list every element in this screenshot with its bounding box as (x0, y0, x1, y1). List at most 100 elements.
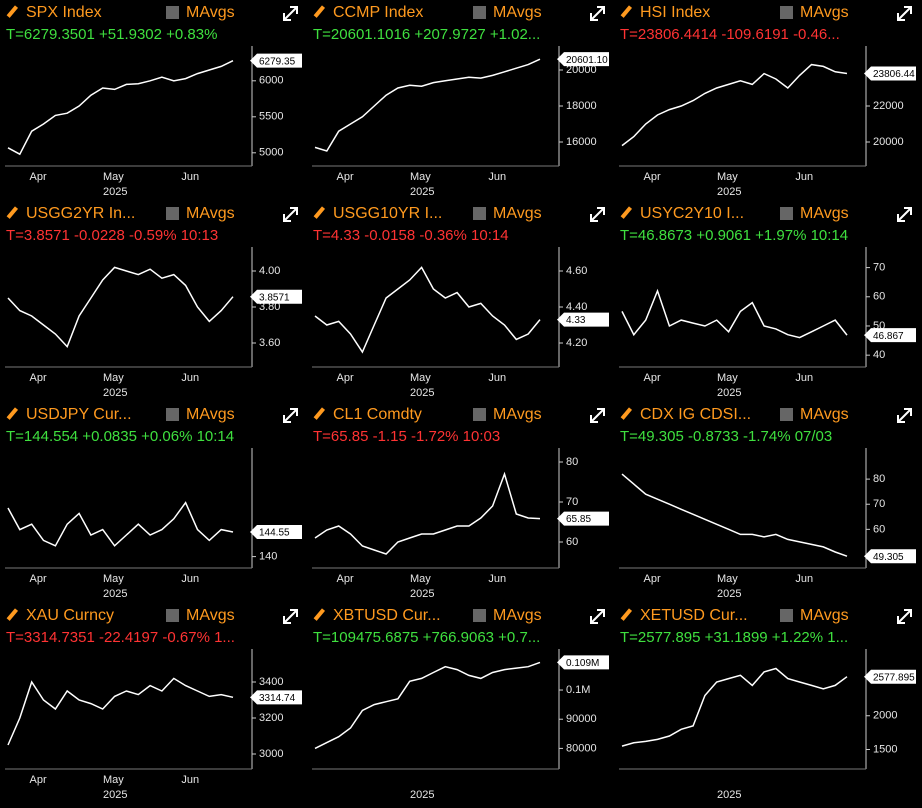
last-price-box (557, 655, 609, 670)
quote-line: T=23806.4414 -109.6191 -0.46... (620, 26, 840, 43)
x-axis-label: 2025 (410, 588, 434, 600)
expand-icon[interactable] (590, 408, 605, 423)
x-tick-label: Apr (644, 573, 661, 585)
expand-icon[interactable] (897, 408, 912, 423)
last-price-box (864, 66, 916, 81)
chart-panel[interactable]: USYC2Y10 I... MAvgs T=46.8673 +0.9061 +1.9… (619, 205, 916, 399)
mavgs-box[interactable] (166, 207, 179, 220)
chart-panel[interactable]: HSI Index MAvgs T=23806.4414 -109.6191 -0.… (619, 4, 916, 198)
mavgs-label[interactable]: MAvgs (186, 4, 235, 21)
last-price-label: 0.109M (566, 658, 599, 669)
quote-line: T=3314.7351 -22.4197 -0.67% 1... (6, 629, 235, 646)
x-axis-label: 2025 (103, 789, 127, 801)
mavgs-box[interactable] (780, 207, 793, 220)
x-tick-label: Apr (337, 573, 354, 585)
edit-icon[interactable] (6, 206, 19, 219)
expand-icon[interactable] (897, 207, 912, 222)
y-tick-label: 80000 (566, 742, 597, 754)
chart-panel[interactable]: USGG2YR In... MAvgs T=3.8571 -0.0228 -0.59… (5, 205, 302, 399)
y-tick-label: 4.20 (566, 337, 587, 349)
mavgs-label[interactable]: MAvgs (493, 406, 542, 423)
edit-icon[interactable] (313, 608, 326, 621)
last-price-label: 144.55 (259, 528, 290, 539)
quote-line: T=4.33 -0.0158 -0.36% 10:14 (313, 227, 509, 244)
mavgs-box[interactable] (166, 408, 179, 421)
expand-icon[interactable] (590, 6, 605, 21)
edit-icon[interactable] (6, 407, 19, 420)
x-tick-label: May (410, 372, 431, 384)
edit-icon[interactable] (313, 5, 326, 18)
mavgs-label[interactable]: MAvgs (186, 205, 235, 222)
expand-icon[interactable] (590, 207, 605, 222)
chart-panel[interactable]: USDJPY Cur... MAvgs T=144.554 +0.0835 +0.0… (5, 406, 302, 600)
expand-icon[interactable] (283, 609, 298, 624)
last-price-label: 49.305 (873, 552, 904, 563)
last-price-box (864, 669, 916, 684)
edit-icon[interactable] (313, 206, 326, 219)
last-price-label: 46.867 (873, 331, 904, 342)
expand-icon[interactable] (897, 6, 912, 21)
x-tick-label: May (410, 171, 431, 183)
mavgs-box[interactable] (780, 6, 793, 19)
mavgs-box[interactable] (780, 609, 793, 622)
mavgs-box[interactable] (473, 408, 486, 421)
x-tick-label: Jun (795, 171, 813, 183)
edit-icon[interactable] (313, 407, 326, 420)
edit-icon[interactable] (620, 5, 633, 18)
y-tick-label: 40 (873, 349, 885, 361)
chart-panel[interactable]: XBTUSD Cur... MAvgs T=109475.6875 +766.906… (312, 607, 609, 801)
chart-panel[interactable]: SPX Index MAvgs T=6279.3501 +51.9302 +0.83… (5, 4, 302, 198)
edit-icon[interactable] (6, 5, 19, 18)
edit-icon[interactable] (6, 608, 19, 621)
y-tick-label: 70 (566, 496, 578, 508)
edit-icon[interactable] (620, 608, 633, 621)
y-tick-label: 80 (873, 473, 885, 485)
mavgs-box[interactable] (166, 609, 179, 622)
mavgs-label[interactable]: MAvgs (800, 205, 849, 222)
mavgs-label[interactable]: MAvgs (186, 406, 235, 423)
expand-icon[interactable] (283, 6, 298, 21)
mavgs-box[interactable] (166, 6, 179, 19)
x-tick-label: Jun (795, 573, 813, 585)
last-price-label: 65.85 (566, 514, 591, 525)
mavgs-label[interactable]: MAvgs (493, 607, 542, 624)
quote-line: T=6279.3501 +51.9302 +0.83% (6, 26, 217, 43)
last-price-box (864, 549, 916, 564)
expand-icon[interactable] (283, 408, 298, 423)
chart-title: HSI Index (640, 4, 710, 21)
chart-panel[interactable]: USGG10YR I... MAvgs T=4.33 -0.0158 -0.36% … (312, 205, 609, 399)
chart-panel[interactable]: CL1 Comdty MAvgs T=65.85 -1.15 -1.72% 10:0… (312, 406, 609, 600)
expand-icon[interactable] (897, 609, 912, 624)
last-price-label: 2577.895 (873, 672, 915, 683)
mavgs-label[interactable]: MAvgs (186, 607, 235, 624)
quote-line: T=109475.6875 +766.9063 +0.7... (313, 629, 540, 646)
x-tick-label: Apr (644, 171, 661, 183)
mavgs-box[interactable] (473, 609, 486, 622)
last-price-box (864, 328, 916, 343)
mavgs-label[interactable]: MAvgs (800, 4, 849, 21)
chart-panel[interactable]: CDX IG CDSI... MAvgs T=49.305 -0.8733 -1.7… (619, 406, 916, 600)
mavgs-box[interactable] (473, 207, 486, 220)
quote-line: T=46.8673 +0.9061 +1.97% 10:14 (620, 227, 848, 244)
chart-panel[interactable]: XAU Curncy MAvgs T=3314.7351 -22.4197 -0.6… (5, 607, 302, 801)
mavgs-box[interactable] (473, 6, 486, 19)
price-line (621, 63, 848, 147)
y-tick-label: 70 (873, 262, 885, 274)
edit-icon[interactable] (620, 206, 633, 219)
chart-panel[interactable]: CCMP Index MAvgs T=20601.1016 +207.9727 +1… (312, 4, 609, 198)
price-line (314, 471, 541, 555)
mavgs-label[interactable]: MAvgs (800, 607, 849, 624)
mavgs-label[interactable]: MAvgs (493, 4, 542, 21)
expand-icon[interactable] (590, 609, 605, 624)
y-tick-label: 3000 (259, 748, 283, 760)
mavgs-label[interactable]: MAvgs (493, 205, 542, 222)
mavgs-label[interactable]: MAvgs (800, 406, 849, 423)
expand-icon[interactable] (283, 207, 298, 222)
last-price-box (557, 52, 609, 67)
price-line (7, 677, 234, 746)
edit-icon[interactable] (620, 407, 633, 420)
chart-panel[interactable]: XETUSD Cur... MAvgs T=2577.895 +31.1899 +1… (619, 607, 916, 801)
x-axis-label: 2025 (717, 387, 741, 399)
quote-line: T=49.305 -0.8733 -1.74% 07/03 (620, 428, 832, 445)
mavgs-box[interactable] (780, 408, 793, 421)
